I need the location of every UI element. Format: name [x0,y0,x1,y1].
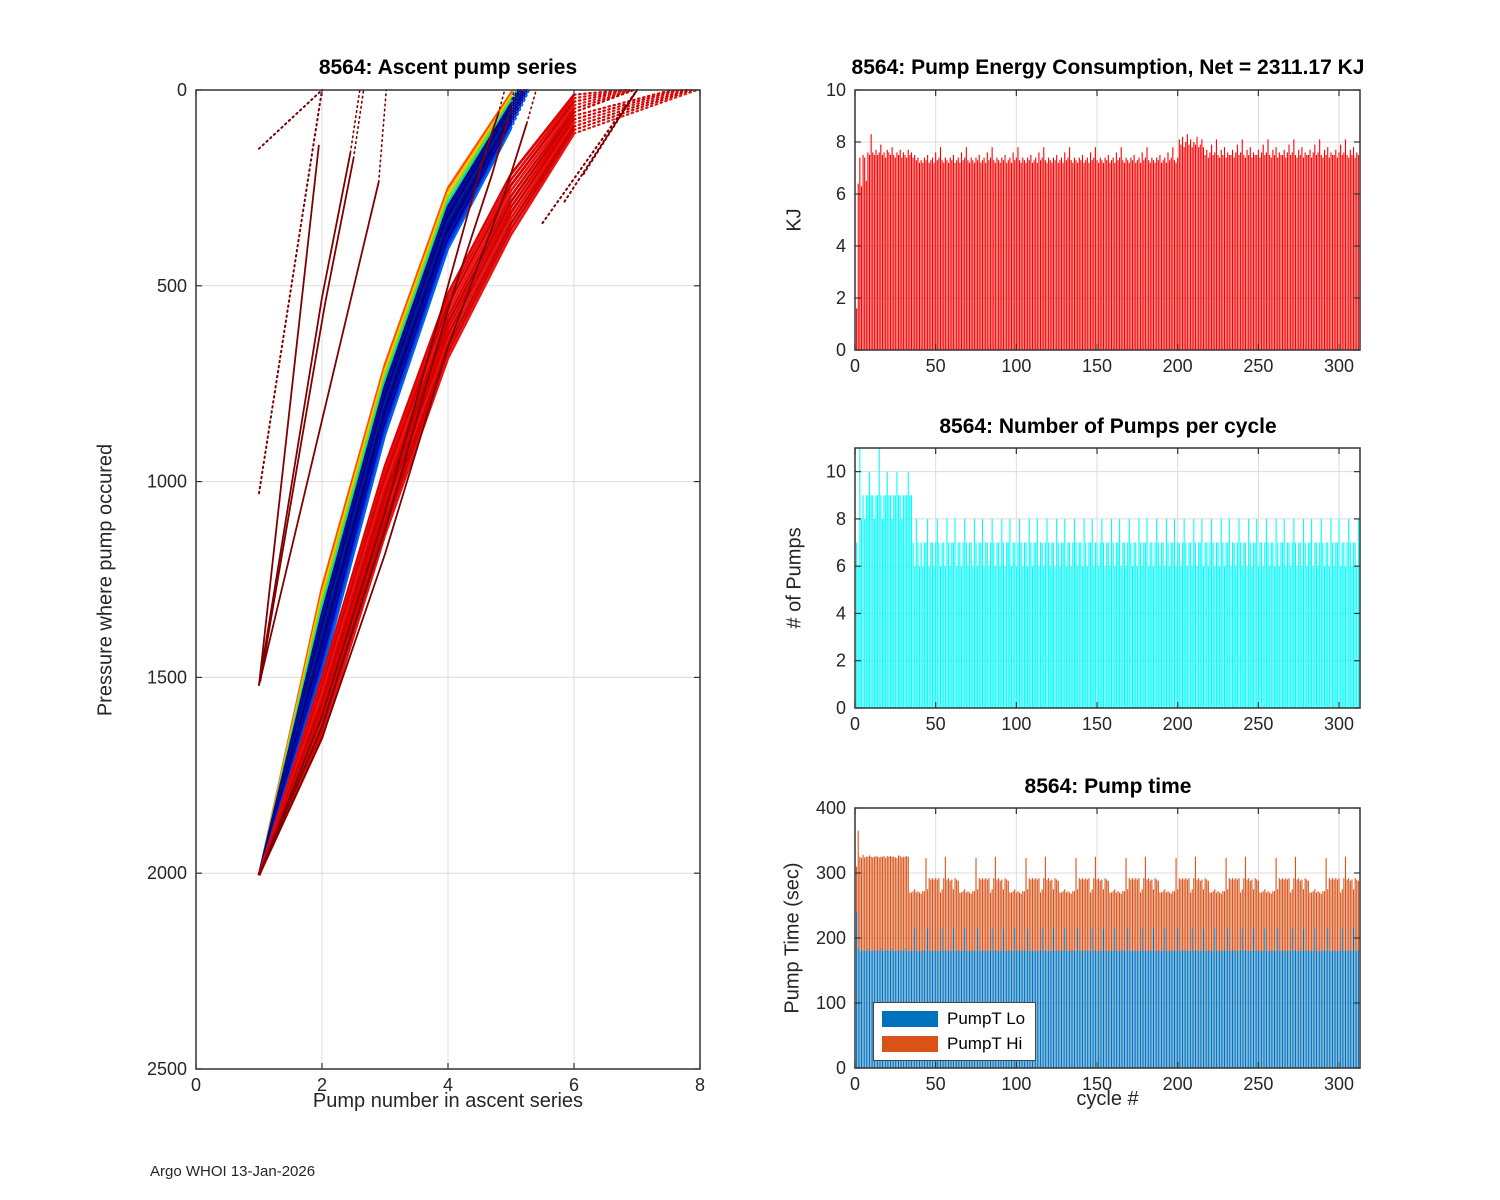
pumpt-hi-swatch [882,1036,938,1052]
svg-text:4: 4 [836,603,846,623]
svg-text:50: 50 [926,356,946,376]
svg-text:250: 250 [1243,356,1273,376]
ascent-xlabel: Pump number in ascent series [312,1090,584,1112]
energy-plot-title: 8564: Pump Energy Consumption, Net = 231… [851,56,1365,79]
legend-row-hi: PumpT Hi [882,1034,1025,1054]
svg-text:1000: 1000 [147,472,187,492]
pumptime-legend: PumpT Lo PumpT Hi [873,1002,1037,1061]
energy-ylabel: KJ [783,208,806,232]
svg-text:2500: 2500 [147,1059,187,1079]
svg-text:0: 0 [836,340,846,360]
svg-text:200: 200 [1163,1074,1193,1094]
svg-text:6: 6 [836,556,846,576]
svg-text:0: 0 [836,1058,846,1078]
pumptime-ylabel: Pump Time (sec) [781,862,804,1014]
pumps-plot-title: 8564: Number of Pumps per cycle [939,415,1277,438]
svg-text:0: 0 [836,698,846,718]
svg-text:200: 200 [816,928,846,948]
svg-text:200: 200 [1163,356,1193,376]
pumps-axes: 0 50 100 150 200 250 300 0 2 4 6 8 10 [826,447,1361,734]
svg-text:8: 8 [836,509,846,529]
svg-text:100: 100 [816,993,846,1013]
svg-text:300: 300 [1324,714,1354,734]
svg-text:2: 2 [317,1075,327,1095]
svg-text:400: 400 [816,798,846,818]
pumptime-plot-title: 8564: Pump time [1024,775,1192,798]
ascent-axes: 0 2 4 6 8 0 500 1000 1500 2000 2500 [147,80,705,1095]
svg-text:10: 10 [826,80,846,100]
svg-text:1500: 1500 [147,667,187,687]
svg-text:4: 4 [443,1075,453,1095]
svg-text:2000: 2000 [147,863,187,883]
svg-text:0: 0 [191,1075,201,1095]
svg-text:500: 500 [157,276,187,296]
svg-text:250: 250 [1243,714,1273,734]
pumps-ylabel: # of Pumps [783,527,806,629]
ascent-ylabel: Pressure where pump occured [94,443,117,717]
svg-text:50: 50 [926,714,946,734]
svg-text:4: 4 [836,236,846,256]
svg-text:0: 0 [850,1074,860,1094]
svg-text:300: 300 [816,863,846,883]
svg-text:300: 300 [1324,1074,1354,1094]
svg-text:0: 0 [850,356,860,376]
svg-text:2: 2 [836,651,846,671]
svg-text:150: 150 [1082,1074,1112,1094]
svg-text:250: 250 [1243,1074,1273,1094]
svg-text:0: 0 [850,714,860,734]
svg-text:100: 100 [1001,714,1031,734]
svg-text:150: 150 [1082,356,1112,376]
svg-text:0: 0 [177,80,187,100]
figure-footer: Argo WHOI 13-Jan-2026 [150,1163,316,1180]
svg-text:300: 300 [1324,356,1354,376]
svg-text:10: 10 [826,462,846,482]
energy-axes: 0 50 100 150 200 250 300 0 2 4 6 8 10 [826,80,1361,376]
pumpt-lo-label: PumpT Lo [947,1009,1026,1028]
pumpt-hi-label: PumpT Hi [947,1034,1023,1053]
ascent-plot-title: 8564: Ascent pump series [318,56,578,79]
svg-text:8: 8 [836,132,846,152]
svg-text:6: 6 [569,1075,579,1095]
svg-text:8: 8 [695,1075,705,1095]
svg-text:2: 2 [836,288,846,308]
pumptime-xlabel: cycle # [1076,1088,1139,1110]
svg-text:150: 150 [1082,714,1112,734]
svg-text:100: 100 [1001,1074,1031,1094]
svg-text:50: 50 [926,1074,946,1094]
legend-row-lo: PumpT Lo [882,1009,1025,1029]
pumpt-lo-swatch [882,1011,938,1027]
svg-text:100: 100 [1001,356,1031,376]
svg-text:200: 200 [1163,714,1193,734]
svg-text:6: 6 [836,184,846,204]
